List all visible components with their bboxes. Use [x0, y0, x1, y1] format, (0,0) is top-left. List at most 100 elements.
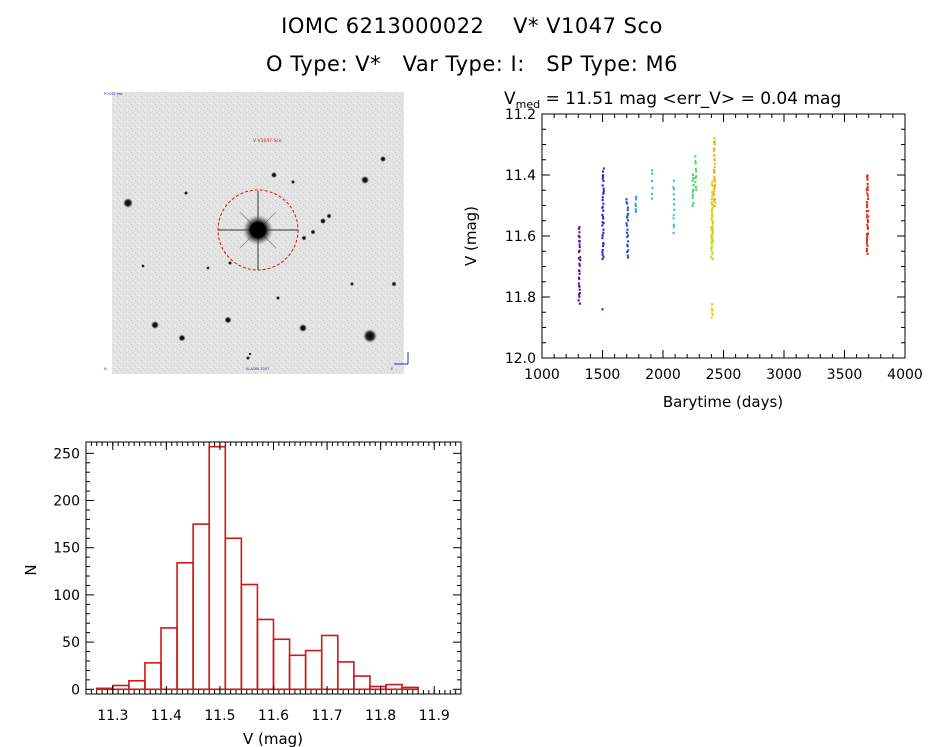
lc-point — [627, 219, 630, 222]
lc-point — [601, 198, 604, 202]
lc-point — [865, 216, 868, 219]
compass-icon — [394, 352, 409, 365]
lc-point — [710, 255, 713, 258]
histogram-bar — [353, 675, 371, 691]
lc-point — [713, 143, 716, 146]
histogram-bar — [128, 679, 146, 691]
lc-point — [626, 245, 629, 248]
lc-point — [651, 169, 654, 172]
h-ytick-label: 150 — [53, 541, 80, 557]
lc-point — [672, 193, 675, 196]
lc-point — [673, 203, 676, 206]
lc-ytick-label: 11.8 — [505, 290, 536, 306]
lc-point — [578, 245, 581, 249]
lc-point — [601, 196, 604, 199]
lc-point — [578, 272, 581, 275]
lc-point — [602, 209, 605, 212]
lc-point — [578, 240, 581, 243]
histogram-bar — [256, 618, 275, 691]
lc-point — [711, 202, 714, 205]
lc-point — [712, 148, 715, 151]
lc-point — [602, 242, 605, 245]
lc-point — [866, 194, 869, 197]
title-rest: = 11.51 mag <err_V> = 0.04 mag — [540, 89, 841, 109]
lc-point — [602, 217, 605, 220]
lc-point — [625, 224, 628, 227]
lc-point — [635, 195, 638, 198]
lc-point — [694, 176, 697, 180]
lc-point — [713, 190, 716, 193]
lc-point — [711, 252, 714, 255]
histogram-chart: 11.3 11.4 11.5 11.6 11.7 11.8 11.9 0 50 100 150 200… — [22, 441, 462, 747]
lc-point — [601, 308, 604, 311]
lc-point — [602, 179, 605, 183]
lc-point — [602, 231, 605, 234]
lc-point — [602, 175, 605, 178]
lc-point — [602, 216, 605, 219]
lc-point — [711, 234, 714, 237]
lc-point — [711, 191, 714, 195]
lc-point — [601, 257, 604, 261]
lc-point — [711, 207, 714, 211]
light-curve-ylabel: V (mag) — [462, 206, 480, 266]
histogram-bar — [401, 686, 419, 691]
lc-point — [626, 250, 629, 254]
lc-point — [602, 244, 605, 248]
lc-point — [602, 222, 605, 225]
lc-point — [710, 218, 713, 221]
histogram-bar — [385, 683, 403, 691]
lc-point — [866, 227, 869, 230]
lc-point — [578, 236, 581, 239]
histogram-bar — [95, 687, 114, 691]
east-label: E — [391, 367, 393, 371]
lc-point — [695, 170, 698, 173]
lc-point — [713, 199, 716, 202]
lc-point — [651, 186, 654, 189]
lc-point — [712, 222, 715, 225]
target-circle — [217, 189, 299, 271]
title-sub: med — [516, 98, 540, 111]
lc-ytick-label: 11.2 — [505, 107, 536, 123]
lc-point — [866, 188, 869, 192]
lc-point — [577, 227, 580, 230]
lc-xtick-label: 1500 — [585, 367, 621, 383]
lc-point — [627, 212, 630, 216]
lc-point — [710, 316, 713, 319]
lc-point — [694, 160, 697, 163]
lc-point — [602, 202, 605, 205]
lc-point — [579, 259, 582, 262]
lc-point — [713, 149, 716, 152]
light-curve-axes: 1000 1500 2000 2500 3000 3500 4000 11.2 11.4 11.6… — [505, 107, 923, 383]
lc-point — [865, 200, 868, 204]
lc-point — [713, 180, 716, 183]
histogram-bar — [369, 685, 387, 691]
lc-point — [714, 201, 717, 204]
lc-point — [601, 248, 604, 252]
lc-point — [711, 204, 714, 207]
histogram-bar — [288, 654, 307, 691]
lc-point — [866, 232, 869, 235]
lc-point — [578, 264, 581, 267]
lc-point — [602, 255, 605, 258]
lc-point — [710, 247, 713, 250]
lc-point — [710, 183, 713, 186]
lc-point — [578, 249, 581, 252]
lc-point — [691, 179, 694, 182]
lc-point — [578, 231, 581, 234]
lc-point — [695, 175, 698, 178]
lc-point — [866, 213, 869, 216]
lc-point — [713, 159, 716, 162]
lc-point — [577, 276, 580, 279]
lc-point — [634, 208, 637, 211]
lc-point — [577, 234, 580, 238]
histogram-bars — [95, 445, 419, 691]
histogram-bar — [272, 638, 291, 691]
h-xtick-label: 11.4 — [151, 708, 182, 724]
lc-point — [691, 190, 694, 193]
lc-point — [634, 204, 637, 208]
lc-point — [711, 180, 714, 183]
lc-point — [577, 257, 580, 260]
lc-point — [866, 238, 869, 241]
lc-point — [692, 202, 695, 205]
histogram-bar — [192, 523, 211, 691]
